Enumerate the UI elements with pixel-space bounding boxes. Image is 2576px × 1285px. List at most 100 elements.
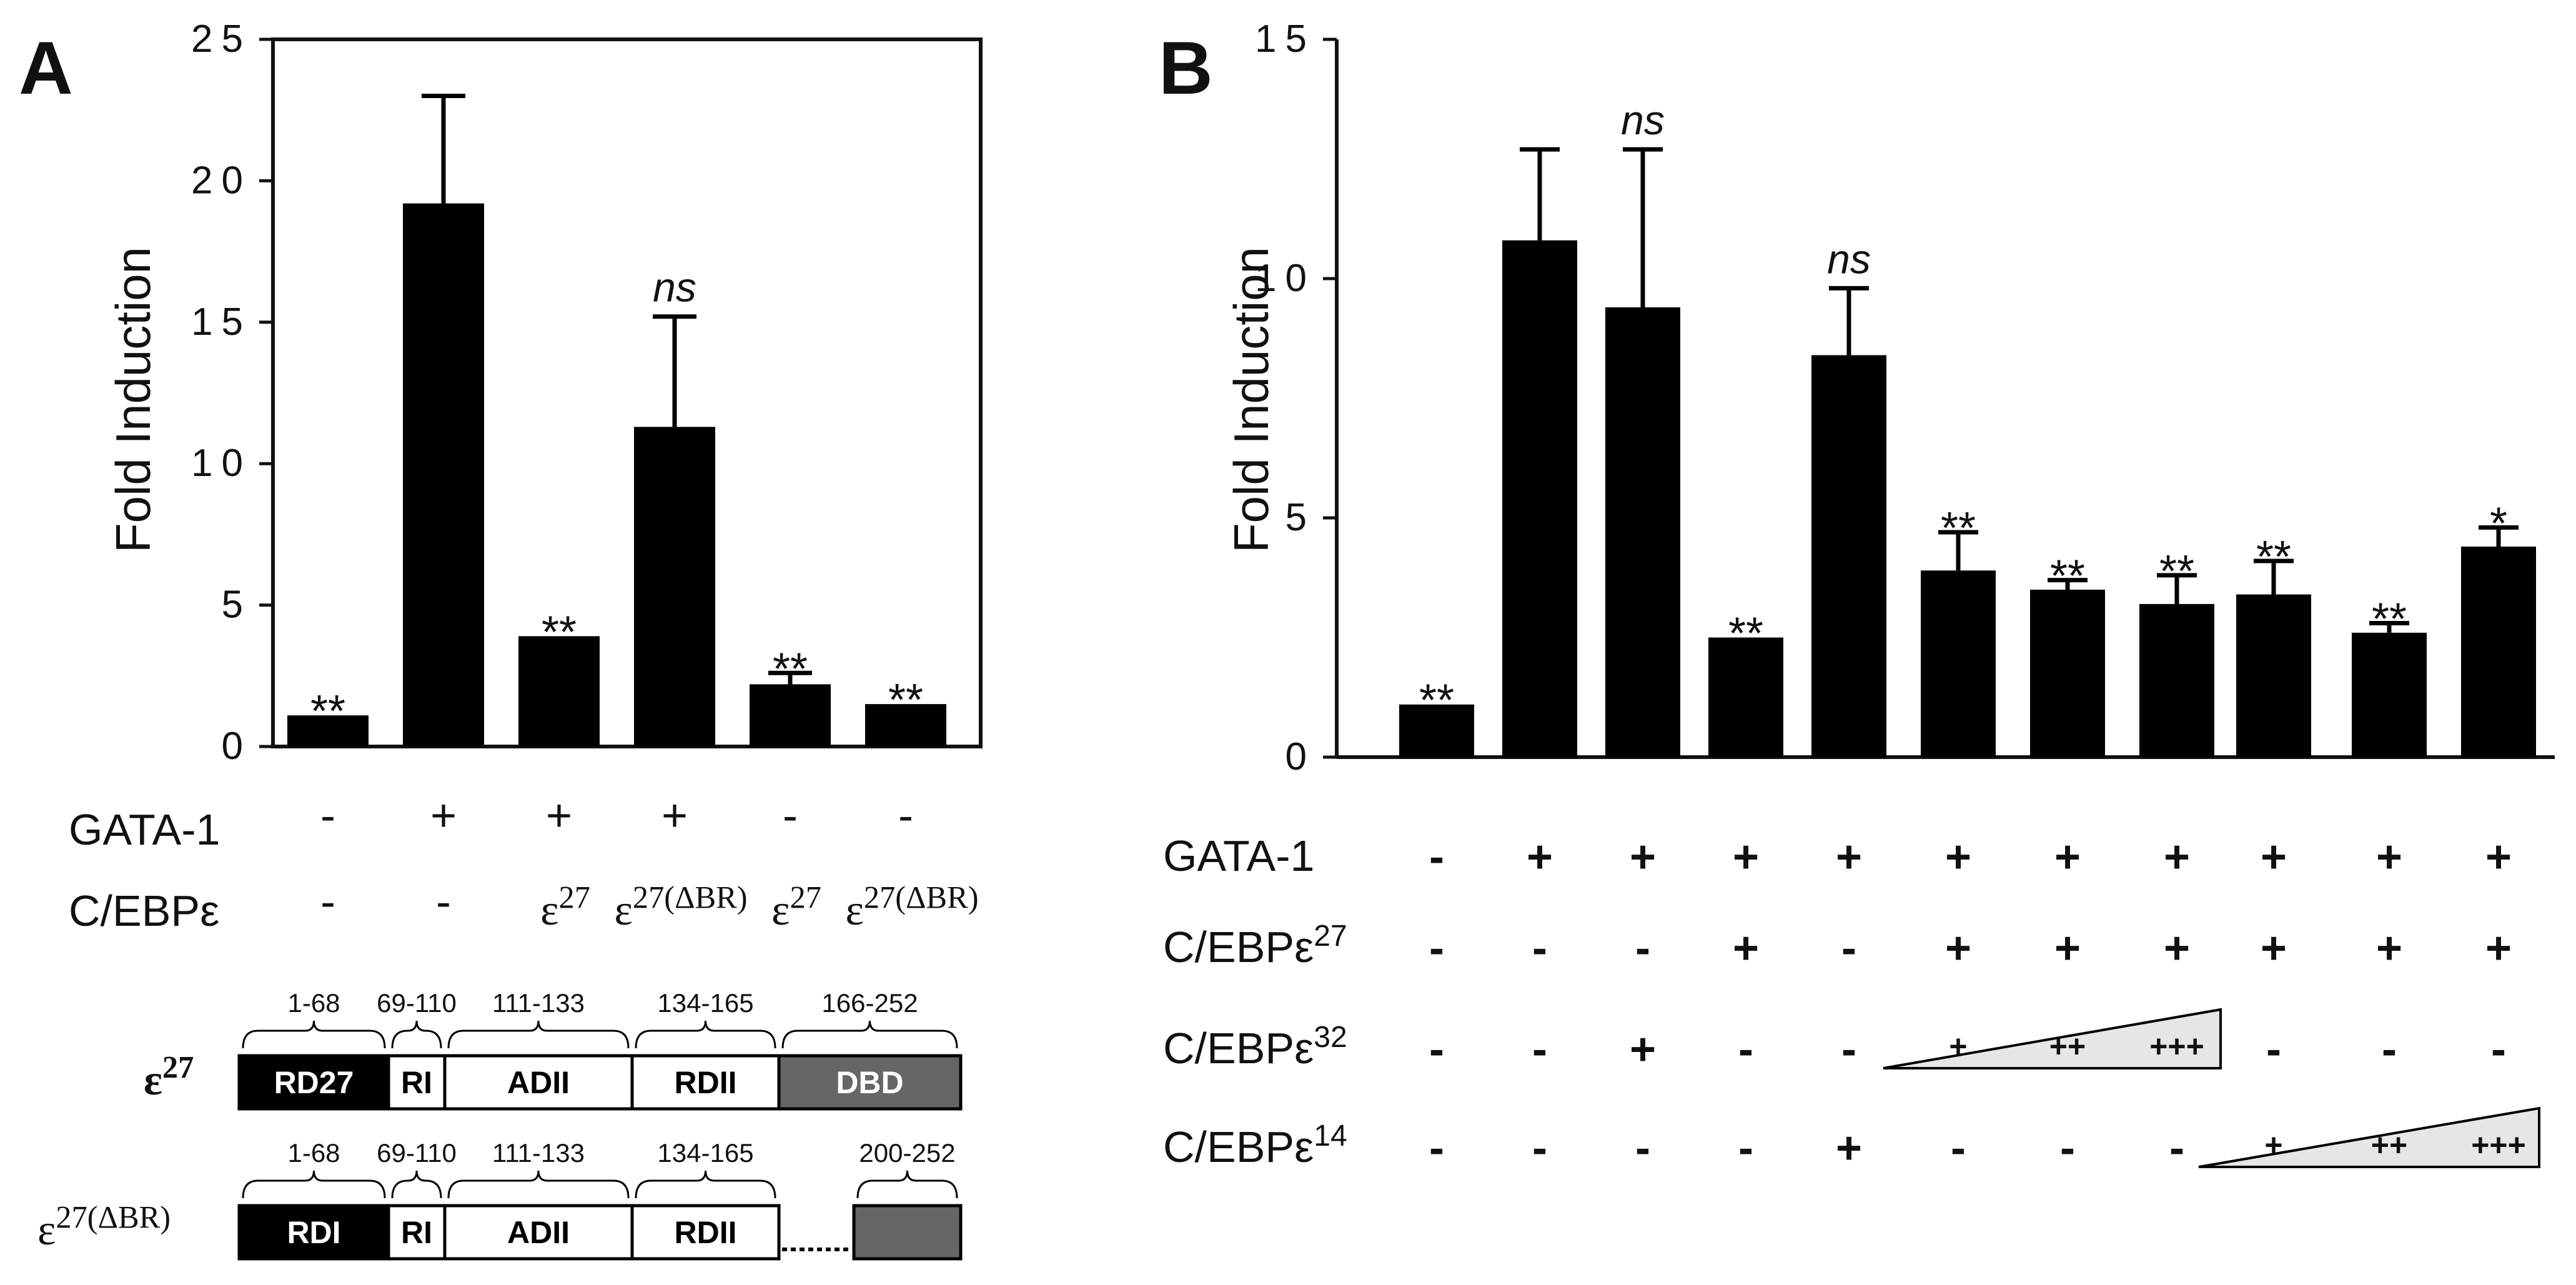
condition-sign: + <box>1836 1123 1862 1173</box>
panel-a-cebp-label: C/EBPε <box>69 886 219 935</box>
cebp-construct-label: ε27 <box>771 880 821 935</box>
condition-sign: + <box>1945 832 1971 882</box>
condition-sign: + <box>1527 832 1553 882</box>
panel-b-row-label: GATA-1 <box>1163 831 1314 880</box>
domain-range: 69-110 <box>377 1138 457 1168</box>
condition-sign: +++ <box>2471 1128 2526 1163</box>
domain-range: 111-133 <box>492 988 585 1018</box>
condition-sign: + <box>2261 832 2287 882</box>
domain-name: RDII <box>675 1065 737 1100</box>
panel-b-y-axis-label: Fold Induction <box>1224 247 1279 553</box>
domain-range: 1-68 <box>287 1138 340 1168</box>
bar <box>1502 240 1577 758</box>
significance-label: ** <box>2159 547 2194 597</box>
condition-sign: - <box>1532 1025 1547 1074</box>
e14-titration-wedge <box>2198 1106 2540 1168</box>
domain-box <box>387 1054 447 1111</box>
condition-sign: - <box>2266 1025 2281 1074</box>
y-tick-label: 0 <box>1286 735 1315 778</box>
domain-box <box>387 1204 447 1261</box>
domain-brace <box>242 1170 386 1199</box>
panel-b-row-label: C/EBPε27 <box>1163 920 1347 971</box>
panel-a-axes: 0 5 10 15 20 25 <box>191 17 983 768</box>
condition-sign: - <box>1635 923 1650 973</box>
y-tick-label: 25 <box>191 17 252 61</box>
condition-sign: - <box>2169 1123 2184 1173</box>
domain-name: ADII <box>507 1215 570 1250</box>
domain-brace <box>635 1170 776 1199</box>
domain-box <box>630 1054 781 1111</box>
bar <box>2461 546 2536 757</box>
condition-sign: + <box>1733 923 1759 973</box>
condition-sign: + <box>2264 1128 2282 1163</box>
significance-label: ** <box>2372 595 2407 645</box>
condition-sign: - <box>1429 923 1444 973</box>
condition-sign: +++ <box>2149 1029 2204 1064</box>
panel-a: A Fold Induction 0 5 10 15 20 25 ** ** ns ** ** G… <box>19 17 983 1261</box>
domain-brace <box>447 1020 630 1049</box>
gata1-sign: - <box>783 791 798 841</box>
condition-sign: + <box>2164 923 2190 973</box>
condition-sign: - <box>2382 1025 2397 1074</box>
domain-box <box>237 1204 390 1261</box>
gata1-sign: - <box>898 791 913 841</box>
condition-sign: - <box>1738 1025 1753 1074</box>
significance-label: ** <box>1419 676 1454 726</box>
bar <box>2139 603 2214 757</box>
y-tick-label: 5 <box>1286 496 1315 539</box>
significance-label: ** <box>542 607 577 657</box>
condition-sign: - <box>1429 832 1444 882</box>
condition-sign: - <box>1429 1025 1444 1074</box>
gata1-sign: + <box>430 791 457 841</box>
cebp-construct-label: ε27(ΔBR) <box>846 880 979 935</box>
domain-name: RD27 <box>274 1065 354 1100</box>
condition-sign: - <box>1532 1123 1547 1173</box>
construct-label: ε27(ΔBR) <box>37 1199 171 1254</box>
domain-box <box>443 1054 634 1111</box>
condition-sign: + <box>2164 832 2190 882</box>
condition-sign: + <box>2376 832 2402 882</box>
significance-ns-label: ns <box>1827 236 1871 282</box>
significance-label: ** <box>1728 609 1763 659</box>
condition-sign: + <box>1630 1025 1656 1074</box>
domain-range: 69-110 <box>377 988 457 1018</box>
condition-sign: + <box>2261 923 2287 973</box>
domain-range: 166-252 <box>821 988 918 1018</box>
panel-b-row-label: C/EBPε32 <box>1163 1021 1347 1073</box>
cebp-sign: - <box>436 877 451 927</box>
domain-range: 200-252 <box>859 1138 955 1168</box>
condition-sign: + <box>2054 832 2081 882</box>
condition-sign: - <box>1841 1025 1856 1074</box>
condition-sign: - <box>2491 1025 2506 1074</box>
domain-name: ADII <box>507 1065 570 1100</box>
construct-label: ε27 <box>144 1049 194 1104</box>
y-tick-label: 10 <box>1255 257 1315 300</box>
domain-name: RDI <box>287 1215 340 1250</box>
y-tick-label: 0 <box>222 725 252 768</box>
significance-label: ** <box>888 675 923 725</box>
panel-a-domain-diagram: RD27 1-68 RI 69-110 ADII 111-133 RDII 134-165 DB… <box>37 988 963 1261</box>
condition-sign: - <box>1429 1123 1444 1173</box>
domain-brace <box>391 1170 442 1199</box>
domain-brace <box>242 1020 386 1049</box>
y-tick-label: 5 <box>222 583 252 627</box>
significance-label: ** <box>773 644 808 694</box>
domain-name: DBD <box>836 1065 903 1100</box>
bar <box>1811 355 1886 757</box>
significance-ns-label: ns <box>1621 97 1665 143</box>
domain-box <box>630 1204 781 1261</box>
bar <box>518 636 600 747</box>
domain-name: RI <box>401 1065 432 1100</box>
y-tick-label: 15 <box>191 300 252 344</box>
cebp-sign: - <box>320 877 335 927</box>
panel-a-bars: ** ** ns ** ** <box>287 94 946 747</box>
gata1-sign: - <box>320 791 335 841</box>
significance-label: * <box>2490 499 2507 548</box>
y-tick-label: 20 <box>191 159 252 202</box>
panel-b-bars: **ns**ns**** ** ***** <box>1399 97 2536 758</box>
domain-brace <box>447 1170 630 1199</box>
condition-sign: + <box>2376 923 2402 973</box>
